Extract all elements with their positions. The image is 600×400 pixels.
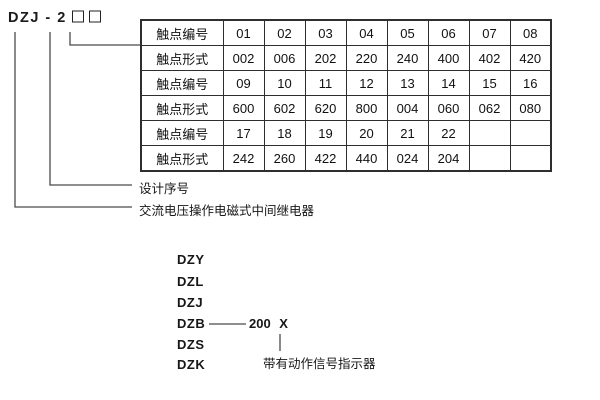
series-item-dzj: DZJ	[177, 295, 204, 310]
table-cell: 06	[427, 19, 470, 46]
table-cell: 060	[427, 95, 470, 121]
table-cell: 04	[345, 19, 388, 46]
model-designation-text: DZJ - 2	[8, 10, 67, 26]
table-cell: 01	[222, 19, 265, 46]
table-cell: 15	[468, 70, 511, 96]
table-cell: 600	[222, 95, 265, 121]
table-cell: 422	[304, 145, 347, 172]
table-cell: 420	[509, 45, 552, 71]
table-cell: 20	[345, 120, 388, 146]
table-cell: 220	[345, 45, 388, 71]
table-row: 触点编号 17 18 19 20 21 22	[140, 120, 552, 146]
table-cell: 204	[427, 145, 470, 172]
table-cell: 400	[427, 45, 470, 71]
series-item-dzl: DZL	[177, 274, 204, 289]
table-row-label: 触点编号	[140, 19, 224, 46]
design-serial-label: 设计序号	[139, 182, 190, 196]
table-cell: 17	[222, 120, 265, 146]
indicator-note-label: 带有动作信号指示器	[263, 357, 376, 371]
relay-description-label: 交流电压操作电磁式中间继电器	[139, 204, 315, 218]
table-cell: 202	[304, 45, 347, 71]
table-cell: 11	[304, 70, 347, 96]
table-cell: 21	[386, 120, 429, 146]
table-cell: 18	[263, 120, 306, 146]
connector-relay-description-line	[14, 32, 132, 208]
table-cell	[468, 120, 511, 146]
placeholder-box-icon	[71, 10, 84, 23]
table-row-label: 触点形式	[140, 95, 224, 121]
table-cell: 440	[345, 145, 388, 172]
table-cell: 10	[263, 70, 306, 96]
table-cell	[509, 120, 552, 146]
table-cell: 03	[304, 19, 347, 46]
table-cell: 602	[263, 95, 306, 121]
contact-table: 触点编号 01 02 03 04 05 06 07 08 触点形式 002 006 202 220 240 4…	[140, 19, 552, 172]
table-cell: 02	[263, 19, 306, 46]
table-cell: 080	[509, 95, 552, 121]
table-cell: 242	[222, 145, 265, 172]
table-cell: 004	[386, 95, 429, 121]
table-cell: 08	[509, 19, 552, 46]
table-cell	[509, 145, 552, 172]
series-item-dzs: DZS	[177, 337, 205, 352]
table-row-label: 触点编号	[140, 70, 224, 96]
connector-table-line	[69, 32, 140, 46]
table-row: 触点编号 01 02 03 04 05 06 07 08	[140, 19, 552, 46]
placeholder-box-icon	[88, 10, 101, 23]
table-cell: 07	[468, 19, 511, 46]
table-cell: 19	[304, 120, 347, 146]
table-cell: 14	[427, 70, 470, 96]
table-cell: 240	[386, 45, 429, 71]
table-cell: 024	[386, 145, 429, 172]
table-row: 触点形式 242 260 422 440 024 204	[140, 145, 552, 172]
table-row: 触点形式 600 602 620 800 004 060 062 080	[140, 95, 552, 121]
table-cell: 006	[263, 45, 306, 71]
table-row-label: 触点形式	[140, 145, 224, 172]
series-item-dzy: DZY	[177, 252, 205, 267]
table-cell: 002	[222, 45, 265, 71]
series-item-dzb: DZB	[177, 316, 206, 331]
connector-design-serial-line	[49, 32, 132, 186]
dzb-model-value: 200 X	[249, 316, 288, 331]
series-item-dzk: DZK	[177, 357, 206, 372]
table-row: 触点形式 002 006 202 220 240 400 402 420	[140, 45, 552, 71]
table-cell: 13	[386, 70, 429, 96]
table-cell: 402	[468, 45, 511, 71]
table-cell: 05	[386, 19, 429, 46]
table-cell: 062	[468, 95, 511, 121]
table-cell: 260	[263, 145, 306, 172]
table-row: 触点编号 09 10 11 12 13 14 15 16	[140, 70, 552, 96]
table-row-label: 触点形式	[140, 45, 224, 71]
table-cell: 800	[345, 95, 388, 121]
table-cell: 12	[345, 70, 388, 96]
model-designation: DZJ - 2	[8, 10, 101, 26]
table-cell: 16	[509, 70, 552, 96]
table-cell: 22	[427, 120, 470, 146]
table-row-label: 触点编号	[140, 120, 224, 146]
table-cell: 620	[304, 95, 347, 121]
table-cell	[468, 145, 511, 172]
table-cell: 09	[222, 70, 265, 96]
